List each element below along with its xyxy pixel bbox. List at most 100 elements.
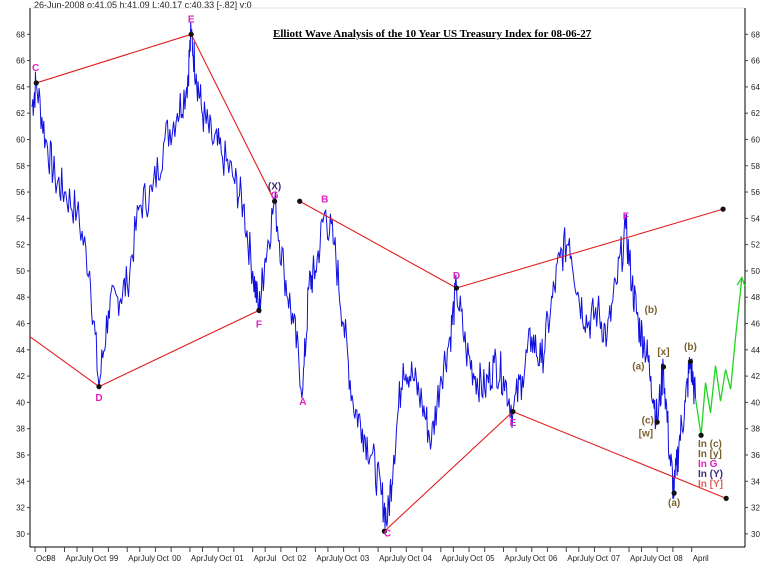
x-tick-label: July (517, 554, 531, 563)
legend-suffix: (Y) (710, 469, 723, 480)
x-tick-label: Apr (254, 554, 267, 563)
y-tick-label-right: 66 (751, 57, 760, 66)
x-tick-label: 02 (298, 554, 307, 563)
wave-label: G (271, 191, 279, 202)
x-tick-label: Jul (266, 554, 276, 563)
y-tick-label-left: 58 (16, 162, 25, 171)
wave-label: E (188, 14, 195, 25)
legend-prefix: In (698, 459, 710, 470)
y-tick-label-right: 60 (751, 135, 760, 144)
x-tick-label: Apr (505, 554, 518, 563)
projection-line (694, 277, 743, 436)
projection-arrowhead (736, 276, 746, 287)
wave-label: F (623, 212, 629, 223)
legend-entry: In (Y) (698, 469, 723, 480)
wave-label: F (256, 319, 262, 330)
wave-label: (a) (632, 362, 644, 373)
legend-suffix: (c) (710, 439, 722, 450)
legend-prefix: In (698, 439, 710, 450)
y-tick-label-right: 54 (751, 214, 760, 223)
legend-prefix: In (698, 469, 710, 480)
plot-frame (29, 7, 746, 548)
x-tick-label: July (392, 554, 406, 563)
legend-entry: In [y] (698, 449, 722, 460)
x-tick-label: Oct (219, 554, 232, 563)
x-tick-label: Apr (630, 554, 643, 563)
wave-label: D (95, 393, 102, 404)
y-tick-label-left: 44 (16, 346, 25, 355)
chart-title: Elliott Wave Analysis of the 10 Year US … (273, 28, 592, 40)
y-tick-label-right: 32 (751, 504, 760, 513)
x-tick-label: Oct (658, 554, 671, 563)
trendline (29, 336, 100, 388)
trendline (383, 411, 514, 532)
y-tick-label-right: 52 (751, 241, 760, 250)
pivot-point (720, 206, 726, 212)
x-tick-label: Apr (191, 554, 204, 563)
x-tick-label: 05 (486, 554, 495, 563)
wave-label: C (384, 528, 391, 539)
y-tick-label-right: 48 (751, 293, 760, 302)
x-tick-label: April (693, 554, 709, 563)
y-tick-label-left: 52 (16, 241, 25, 250)
pivot-point (671, 490, 677, 496)
x-tick-label: Oct (36, 554, 49, 563)
y-tick-label-right: 62 (751, 109, 760, 118)
y-tick-label-right: 34 (751, 477, 760, 486)
x-tick-label: July (580, 554, 594, 563)
x-tick-label: July (643, 554, 657, 563)
y-tick-label-left: 46 (16, 320, 25, 329)
x-tick-label: Apr (128, 554, 141, 563)
y-tick-label-left: 60 (16, 135, 25, 144)
wave-label: B (321, 195, 328, 206)
legend-suffix: G (710, 459, 718, 470)
pivot-point (381, 528, 387, 534)
x-tick-label: Apr (442, 554, 455, 563)
x-tick-label: July (329, 554, 343, 563)
trendline (190, 34, 276, 202)
x-tick-label: 98 (47, 554, 56, 563)
y-tick-label-right: 68 (751, 30, 760, 39)
y-tick-label-left: 36 (16, 451, 25, 460)
price-line (31, 21, 696, 529)
trendline (512, 411, 727, 499)
pivot-point (453, 285, 460, 291)
pivot-point (272, 198, 278, 204)
x-tick-label: Apr (65, 554, 78, 563)
wave-label: C (32, 63, 39, 74)
y-tick-label-right: 46 (751, 320, 760, 329)
legend-suffix: [y] (710, 449, 722, 460)
legend-suffix: [Y] (710, 479, 723, 490)
x-tick-label: 00 (172, 554, 181, 563)
y-tick-label-left: 54 (16, 214, 25, 223)
wave-label: [x] (657, 347, 669, 358)
x-tick-label: July (454, 554, 468, 563)
wave-label: [w] (639, 429, 653, 440)
pivot-point (297, 198, 303, 204)
wave-label: E (510, 418, 517, 429)
x-tick-label: July (141, 554, 155, 563)
x-tick-label: Apr (316, 554, 329, 563)
legend-prefix: In (698, 479, 710, 490)
wave-label: (c) (642, 415, 654, 426)
x-tick-label: Oct (533, 554, 546, 563)
x-tick-label: July (78, 554, 92, 563)
x-tick-label: 08 (674, 554, 683, 563)
y-tick-label-left: 48 (16, 293, 25, 302)
x-tick-label: 07 (611, 554, 620, 563)
y-tick-label-left: 62 (16, 109, 25, 118)
y-tick-label-right: 64 (751, 83, 760, 92)
x-tick-label: 04 (423, 554, 432, 563)
trendline (299, 200, 457, 289)
x-tick-label: Oct (407, 554, 420, 563)
trendline (36, 33, 192, 84)
y-tick-label-right: 40 (751, 398, 760, 407)
y-tick-label-left: 30 (16, 530, 25, 539)
x-tick-label: 03 (360, 554, 369, 563)
x-tick-label: Oct (345, 554, 358, 563)
pivot-point (723, 495, 729, 501)
y-tick-label-right: 30 (751, 530, 760, 539)
x-tick-label: Apr (379, 554, 392, 563)
pivot-point (660, 364, 667, 370)
